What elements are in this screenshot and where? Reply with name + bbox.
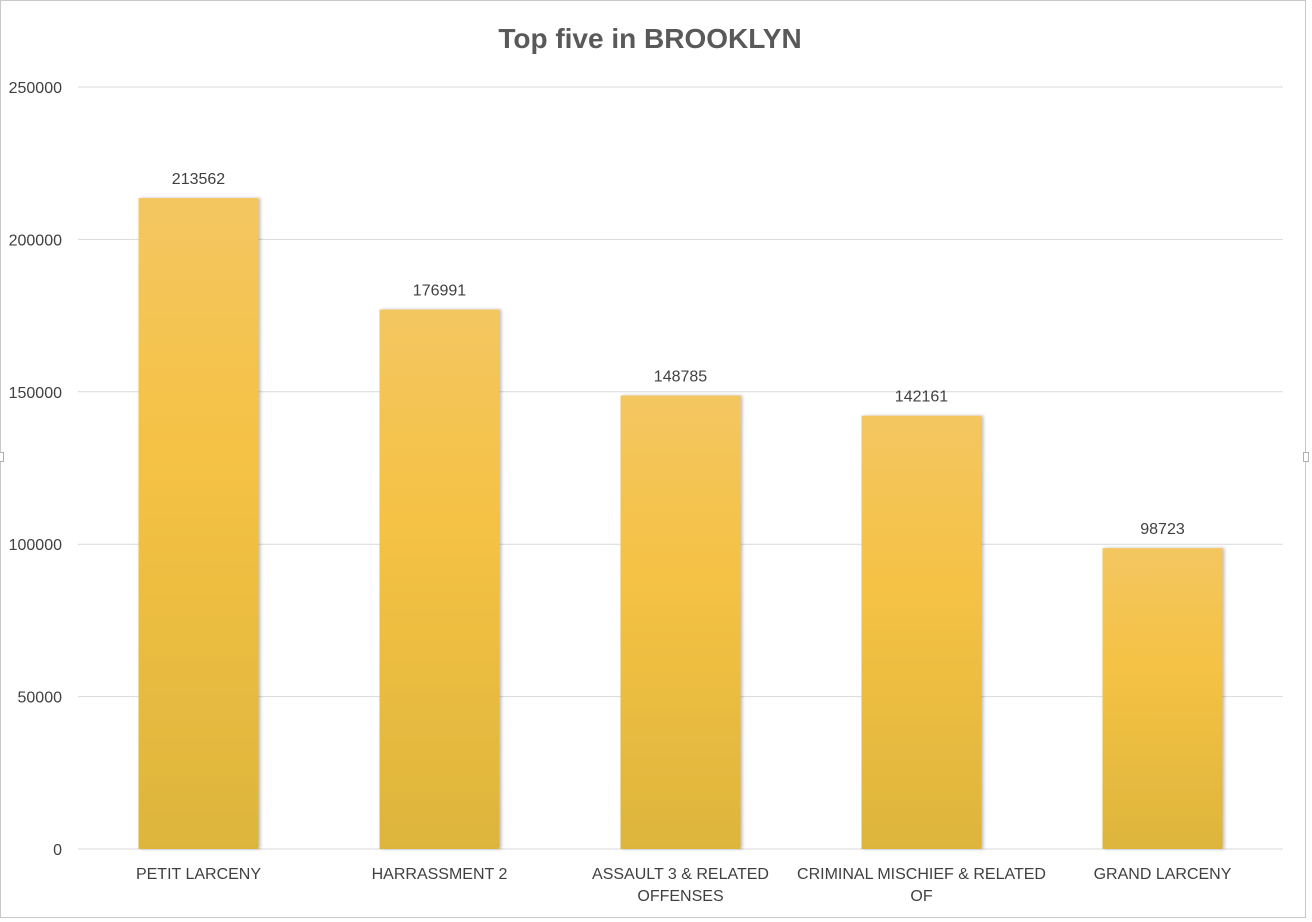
data-label: 213562: [172, 171, 225, 188]
x-category-label-line: CRIMINAL MISCHIEF & RELATED: [797, 866, 1046, 883]
y-axis-ticks: 0 50000 100000 150000 200000 250000: [9, 80, 62, 859]
data-label: 176991: [413, 283, 466, 300]
y-tick-label: 0: [53, 842, 62, 859]
data-labels: 213562 176991 148785 142161 98723: [172, 171, 1185, 538]
data-label: 142161: [895, 389, 948, 406]
y-tick-label: 100000: [9, 537, 62, 554]
x-category-label: GRAND LARCENY: [1094, 866, 1232, 883]
resize-handle-right[interactable]: [1303, 452, 1309, 462]
x-category-label-line: PETIT LARCENY: [136, 866, 261, 883]
y-tick-label: 50000: [18, 690, 63, 707]
x-category-label-line: OFFENSES: [637, 888, 723, 905]
x-category-label-line: GRAND LARCENY: [1094, 866, 1232, 883]
chart-title: Top five in BROOKLYN: [498, 23, 801, 54]
bar: [1102, 548, 1223, 849]
x-category-label: ASSAULT 3 & RELATED OFFENSES: [592, 866, 769, 905]
data-label: 98723: [1140, 521, 1185, 538]
y-tick-label: 200000: [9, 232, 62, 249]
bar: [620, 395, 741, 849]
bar: [861, 415, 982, 849]
data-label: 148785: [654, 369, 707, 386]
x-category-label-line: HARRASSMENT 2: [372, 866, 508, 883]
x-category-label-line: ASSAULT 3 & RELATED: [592, 866, 769, 883]
resize-handle-left[interactable]: [0, 452, 4, 462]
x-axis-categories: PETIT LARCENY HARRASSMENT 2 ASSAULT 3 & RE…: [136, 866, 1232, 905]
x-category-label-line: OF: [910, 888, 932, 905]
x-category-label: HARRASSMENT 2: [372, 866, 508, 883]
x-category-label: PETIT LARCENY: [136, 866, 261, 883]
bar: [138, 198, 259, 850]
bars: [138, 198, 1223, 850]
bar: [379, 309, 500, 849]
x-category-label: CRIMINAL MISCHIEF & RELATED OF: [797, 866, 1046, 905]
y-tick-label: 150000: [9, 385, 62, 402]
y-tick-label: 250000: [9, 80, 62, 97]
